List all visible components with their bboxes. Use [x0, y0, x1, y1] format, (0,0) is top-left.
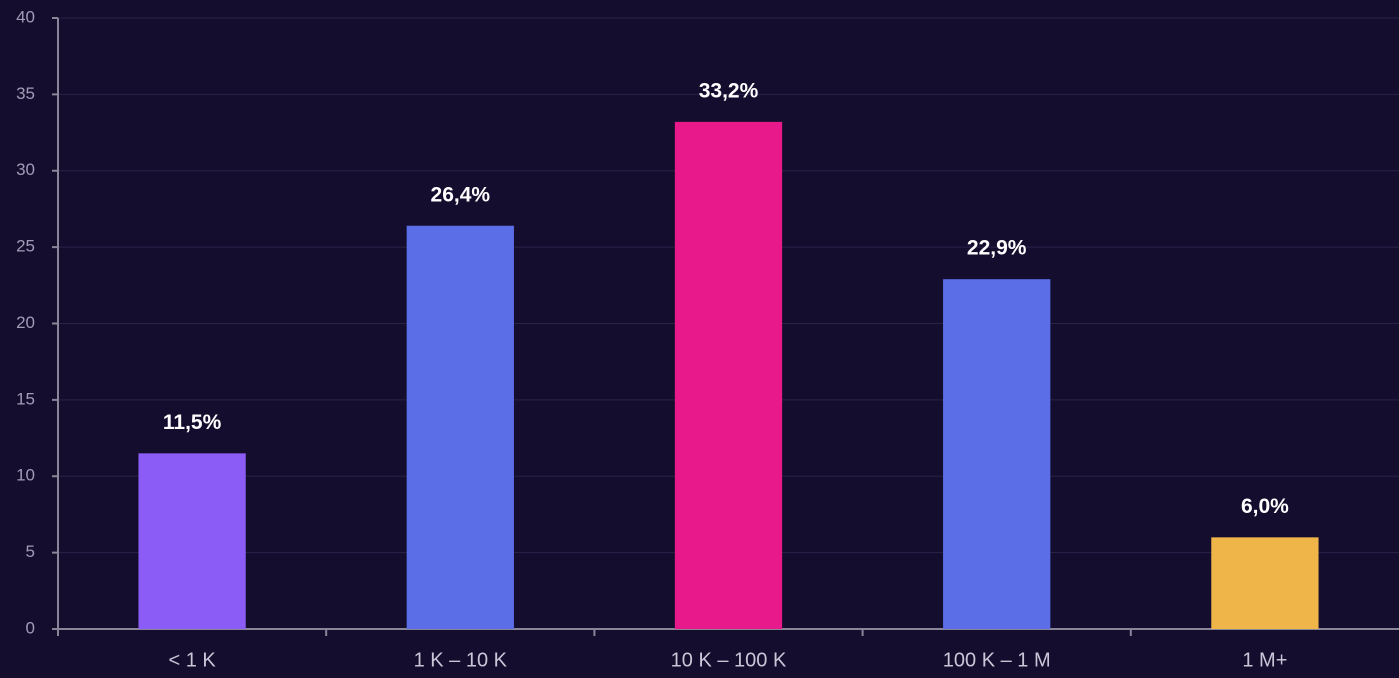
- x-tick-label: 1 K – 10 K: [414, 649, 508, 671]
- bar: [943, 279, 1051, 629]
- value-label: 33,2%: [699, 79, 759, 102]
- value-label: 6,0%: [1241, 495, 1289, 518]
- bar: [406, 225, 514, 630]
- value-label: 26,4%: [431, 183, 491, 206]
- bar: [138, 453, 246, 629]
- y-tick-label: 25: [16, 237, 35, 256]
- y-tick-label: 30: [16, 160, 35, 179]
- y-tick-label: 0: [26, 618, 35, 637]
- x-tick-label: < 1 K: [168, 649, 216, 671]
- bar: [674, 121, 783, 630]
- y-tick-label: 40: [16, 7, 35, 26]
- y-tick-label: 35: [16, 84, 35, 103]
- y-tick-label: 5: [26, 542, 35, 561]
- x-tick-label: 1 M+: [1242, 649, 1287, 671]
- bar: [1211, 537, 1319, 629]
- x-tick-label: 10 K – 100 K: [671, 649, 787, 671]
- y-tick-label: 10: [16, 466, 35, 485]
- x-tick-label: 100 K – 1 M: [943, 649, 1051, 671]
- value-label: 22,9%: [967, 237, 1027, 260]
- y-tick-label: 20: [16, 313, 35, 332]
- value-label: 11,5%: [163, 411, 222, 434]
- y-tick-label: 15: [16, 389, 35, 408]
